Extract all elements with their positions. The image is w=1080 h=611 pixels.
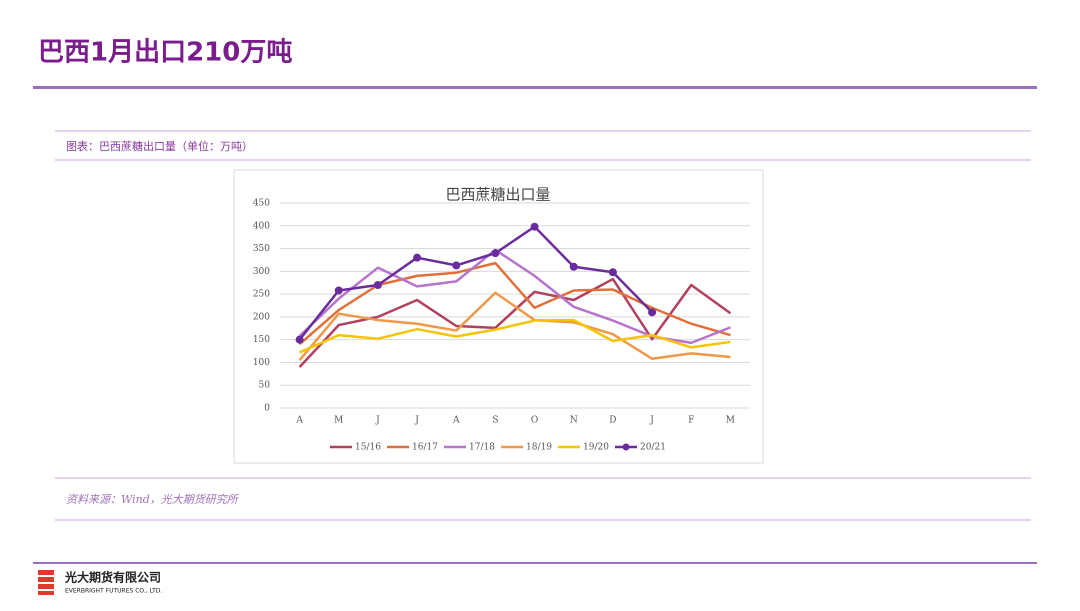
x-tick-label: D [609, 416, 616, 426]
x-tick-label: O [531, 416, 538, 426]
x-tick-label: M [334, 416, 343, 426]
x-tick-label: S [492, 416, 498, 426]
point [452, 261, 461, 270]
series-line [298, 291, 731, 361]
series-line [299, 318, 731, 354]
x-tick-label: J [375, 416, 380, 426]
point [648, 308, 657, 317]
y-tick-label: 450 [253, 199, 270, 209]
title-rule [33, 86, 1037, 89]
y-tick-label: 250 [253, 290, 270, 300]
x-tick-label: J [649, 416, 654, 426]
y-tick-label: 400 [253, 221, 270, 231]
y-tick-label: 200 [253, 312, 270, 322]
y-tick-label: 150 [253, 335, 270, 345]
chart-title: 巴西蔗糖出口量 [445, 186, 550, 204]
legend-label: 20/21 [640, 443, 666, 453]
x-tick-label: A [452, 416, 460, 426]
slide-title: 巴西1月出口210万吨 [38, 38, 292, 68]
footer-rule [33, 562, 1037, 564]
legend-marker [622, 443, 630, 451]
point [334, 286, 343, 295]
point [295, 335, 304, 344]
x-tick-label: A [295, 416, 303, 426]
y-tick-label: 350 [253, 244, 270, 254]
y-tick-label: 300 [253, 267, 270, 277]
logo [38, 570, 54, 595]
x-tick-label: F [688, 416, 694, 426]
x-tick-label: J [414, 416, 419, 426]
legend-label: 18/19 [526, 443, 552, 453]
point [491, 249, 500, 258]
point [569, 262, 578, 271]
y-tick-label: 0 [264, 404, 270, 414]
point [413, 253, 422, 262]
point [530, 222, 539, 231]
y-tick-label: 50 [259, 381, 271, 391]
y-tick-label: 100 [253, 358, 270, 368]
company-name-en: EVERBRIGHT FUTURES CO., LTD. [65, 588, 162, 595]
legend-label: 16/17 [412, 443, 438, 453]
figure-source: 资料来源：Wind，光大期货研究所 [66, 493, 240, 506]
company-name: 光大期货有限公司 [64, 570, 161, 585]
legend-label: 17/18 [469, 443, 495, 453]
figure-caption: 图表：巴西蔗糖出口量（单位：万吨） [66, 139, 253, 153]
legend-label: 19/20 [583, 443, 609, 453]
point [373, 281, 382, 289]
legend-label: 15/16 [355, 443, 381, 453]
point [608, 268, 617, 277]
series-line [298, 261, 731, 346]
series-line [298, 225, 653, 341]
x-tick-label: M [726, 416, 735, 426]
x-tick-label: N [570, 416, 578, 426]
